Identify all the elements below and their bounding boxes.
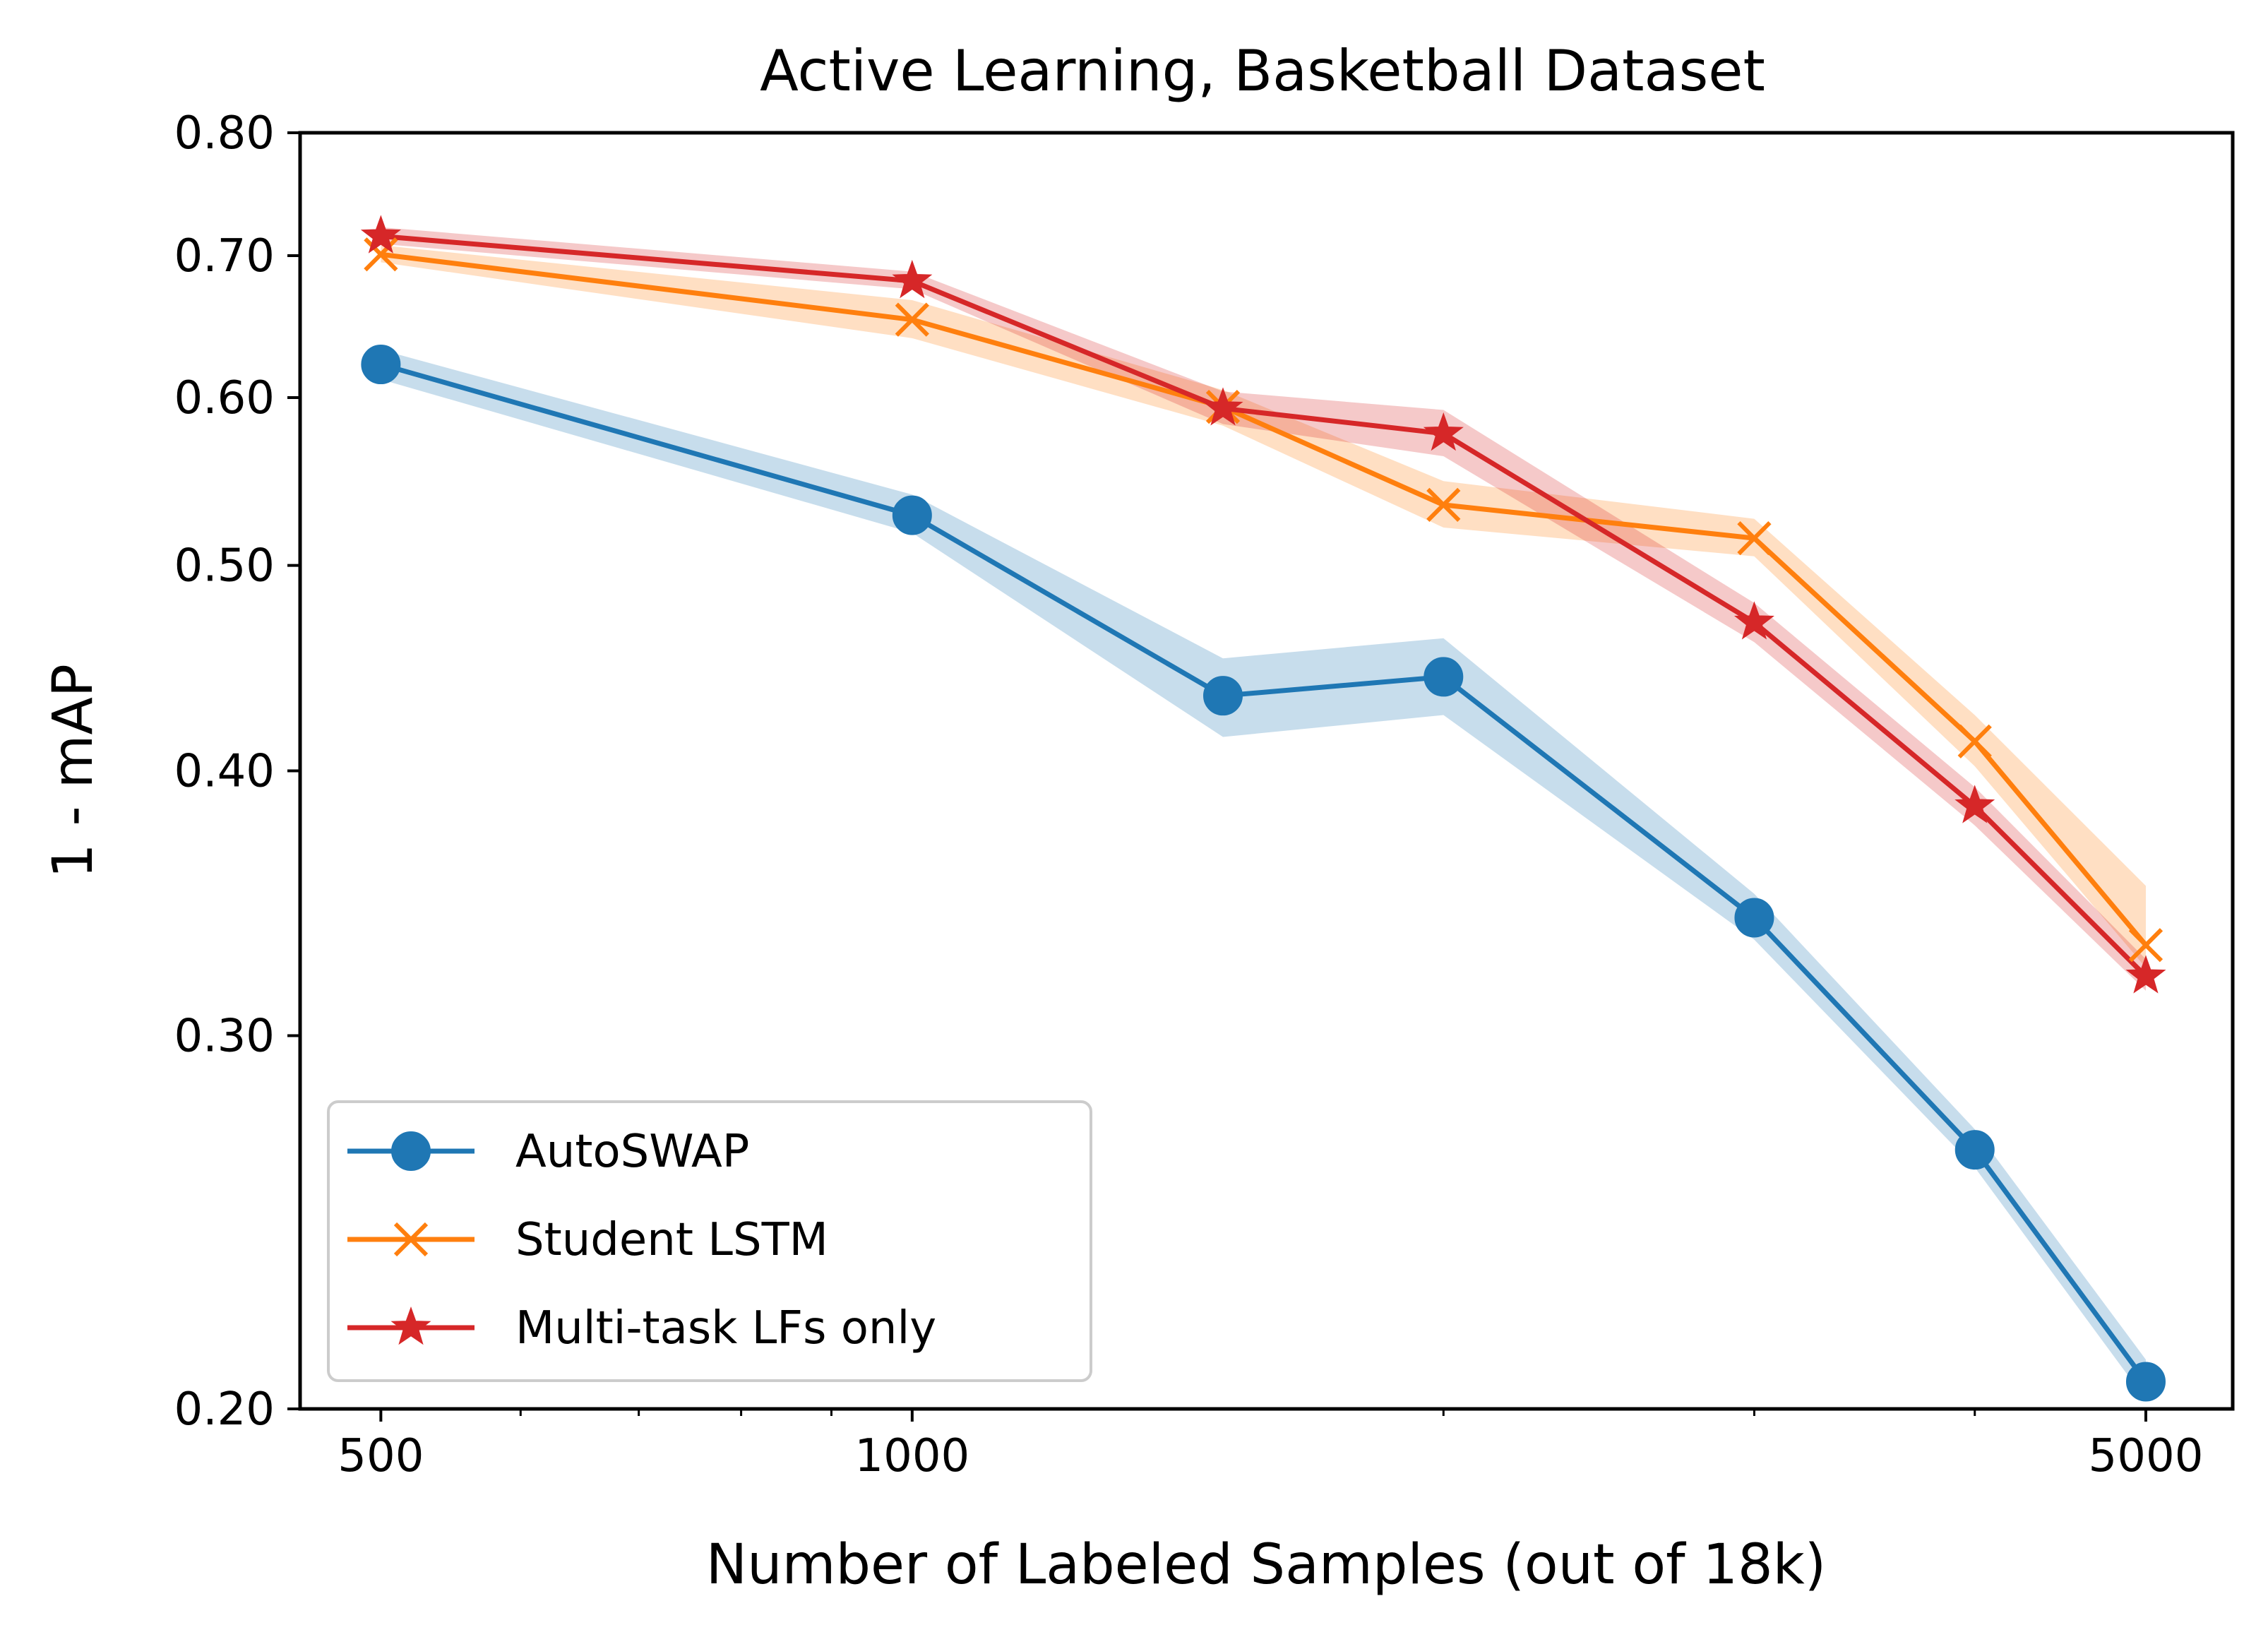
marker-autoswap <box>1424 657 1464 697</box>
y-axis-title: 1 - mAP <box>42 664 105 879</box>
y-tick-label: 0.60 <box>174 372 275 424</box>
marker-autoswap <box>1202 676 1243 716</box>
marker-multi-task-lfs-only <box>1733 601 1774 640</box>
marker-autoswap <box>2125 1362 2166 1402</box>
marker-student-lstm <box>1957 724 1992 758</box>
legend-marker-multi-task-lfs-only <box>390 1306 431 1345</box>
marker-student-lstm <box>1737 520 1772 556</box>
marker-multi-task-lfs-only <box>1202 387 1243 426</box>
legend-label-student-lstm: Student LSTM <box>515 1214 828 1266</box>
x-tick-label: 1000 <box>854 1430 969 1482</box>
marker-student-lstm <box>1426 487 1461 523</box>
x-tick-label: 5000 <box>2089 1430 2204 1482</box>
legend-box <box>327 1100 1092 1382</box>
y-tick-label: 0.80 <box>174 107 275 160</box>
x-axis-title: Number of Labeled Samples (out of 18k) <box>706 1533 1827 1597</box>
marker-multi-task-lfs-only <box>360 215 401 254</box>
marker-multi-task-lfs-only <box>1423 412 1464 451</box>
marker-multi-task-lfs-only <box>1954 785 1995 823</box>
marker-autoswap <box>361 345 401 385</box>
series-markers <box>360 215 2166 1402</box>
y-tick-label: 0.40 <box>174 746 275 798</box>
legend-label-multi-task-lfs-only: Multi-task LFs only <box>515 1302 936 1355</box>
y-tick-label: 0.70 <box>174 230 275 282</box>
marker-multi-task-lfs-only <box>892 259 933 299</box>
legend-marker-student-lstm <box>393 1222 429 1257</box>
legend: AutoSWAP Student LSTM Multi-task LFs only <box>327 1100 1092 1382</box>
legend-marker-autoswap <box>391 1131 431 1171</box>
y-tick-label: 0.50 <box>174 540 275 593</box>
marker-autoswap <box>1734 898 1774 938</box>
chart-title: Active Learning, Basketball Dataset <box>760 38 1765 104</box>
plot-frame <box>298 131 2235 1411</box>
marker-student-lstm <box>2128 928 2163 963</box>
marker-autoswap <box>1954 1130 1995 1170</box>
x-tick-label: 500 <box>338 1430 424 1482</box>
legend-label-autoswap: AutoSWAP <box>515 1126 749 1178</box>
axes: 500 1000 5000 0.20 0.30 0.40 0.50 0.60 0.70 0.80 <box>174 107 2204 1482</box>
marker-student-lstm <box>364 237 398 272</box>
marker-autoswap <box>892 495 932 535</box>
marker-multi-task-lfs-only <box>2125 955 2166 994</box>
y-tick-label: 0.30 <box>174 1010 275 1062</box>
marker-student-lstm <box>895 302 929 337</box>
y-tick-label: 0.20 <box>174 1383 275 1436</box>
